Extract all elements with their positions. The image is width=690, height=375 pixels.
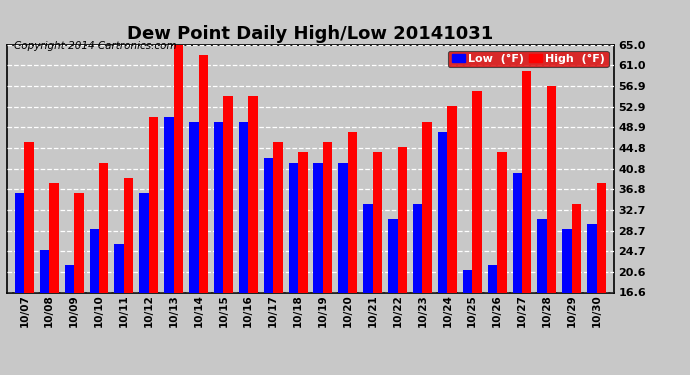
Bar bbox=[397, 147, 407, 292]
Bar bbox=[149, 117, 158, 292]
Bar bbox=[239, 122, 248, 292]
Bar bbox=[90, 229, 99, 292]
Bar bbox=[547, 86, 556, 292]
Bar bbox=[164, 117, 174, 292]
Bar bbox=[273, 142, 283, 292]
Text: Copyright 2014 Cartronics.com: Copyright 2014 Cartronics.com bbox=[14, 41, 177, 51]
Bar bbox=[338, 163, 348, 292]
Bar bbox=[422, 122, 432, 292]
Bar bbox=[214, 122, 224, 292]
Bar bbox=[438, 132, 447, 292]
Bar bbox=[174, 45, 183, 292]
Bar bbox=[513, 173, 522, 292]
Bar bbox=[323, 142, 333, 292]
Bar bbox=[538, 219, 547, 292]
Bar bbox=[65, 265, 74, 292]
Bar bbox=[298, 152, 308, 292]
Bar bbox=[348, 132, 357, 292]
Bar bbox=[587, 224, 597, 292]
Bar bbox=[562, 229, 572, 292]
Bar bbox=[522, 70, 531, 292]
Bar bbox=[497, 152, 506, 292]
Bar bbox=[313, 163, 323, 292]
Legend: Low  (°F), High  (°F): Low (°F), High (°F) bbox=[448, 51, 609, 67]
Bar bbox=[248, 96, 258, 292]
Bar bbox=[124, 178, 133, 292]
Bar bbox=[40, 249, 49, 292]
Bar bbox=[388, 219, 397, 292]
Bar bbox=[264, 158, 273, 292]
Bar bbox=[115, 244, 124, 292]
Bar bbox=[74, 193, 83, 292]
Bar bbox=[447, 106, 457, 292]
Bar bbox=[413, 204, 422, 292]
Bar bbox=[189, 122, 199, 292]
Bar bbox=[373, 152, 382, 292]
Bar bbox=[224, 96, 233, 292]
Bar bbox=[24, 142, 34, 292]
Bar bbox=[288, 163, 298, 292]
Bar bbox=[488, 265, 497, 292]
Bar bbox=[463, 270, 472, 292]
Bar bbox=[363, 204, 373, 292]
Bar bbox=[472, 91, 482, 292]
Bar bbox=[572, 204, 581, 292]
Bar bbox=[49, 183, 59, 292]
Bar bbox=[199, 55, 208, 292]
Bar bbox=[99, 163, 108, 292]
Bar bbox=[597, 183, 606, 292]
Title: Dew Point Daily High/Low 20141031: Dew Point Daily High/Low 20141031 bbox=[128, 26, 493, 44]
Bar bbox=[139, 193, 149, 292]
Bar bbox=[15, 193, 24, 292]
